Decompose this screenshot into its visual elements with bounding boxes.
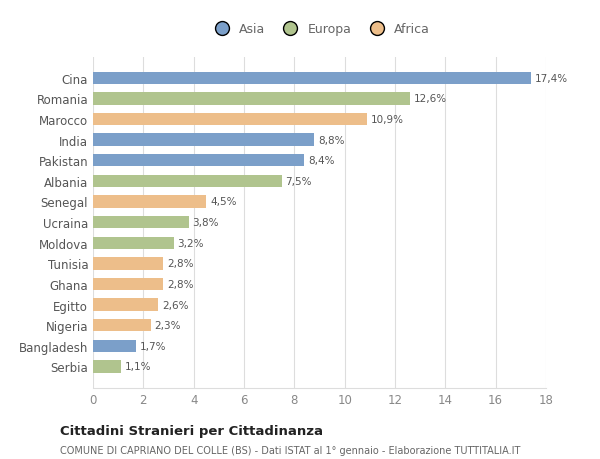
- Text: 1,7%: 1,7%: [140, 341, 166, 351]
- Bar: [93, 196, 206, 208]
- Bar: [93, 155, 304, 167]
- Bar: [93, 113, 367, 126]
- Text: 1,1%: 1,1%: [124, 362, 151, 372]
- Bar: [93, 175, 282, 188]
- Text: 2,8%: 2,8%: [167, 259, 194, 269]
- Legend: Asia, Europa, Africa: Asia, Europa, Africa: [206, 21, 433, 39]
- Text: 8,8%: 8,8%: [318, 135, 345, 146]
- Bar: [93, 93, 410, 105]
- Bar: [93, 257, 163, 270]
- Text: 10,9%: 10,9%: [371, 115, 404, 125]
- Text: 4,5%: 4,5%: [210, 197, 236, 207]
- Text: 3,8%: 3,8%: [193, 218, 219, 228]
- Bar: [93, 340, 136, 352]
- Bar: [93, 73, 531, 85]
- Bar: [93, 134, 314, 146]
- Text: 2,3%: 2,3%: [155, 320, 181, 330]
- Bar: [93, 319, 151, 332]
- Bar: [93, 217, 188, 229]
- Bar: [93, 299, 158, 311]
- Text: 12,6%: 12,6%: [414, 94, 447, 104]
- Text: 3,2%: 3,2%: [178, 238, 204, 248]
- Text: 2,8%: 2,8%: [167, 280, 194, 289]
- Text: Cittadini Stranieri per Cittadinanza: Cittadini Stranieri per Cittadinanza: [60, 425, 323, 437]
- Text: COMUNE DI CAPRIANO DEL COLLE (BS) - Dati ISTAT al 1° gennaio - Elaborazione TUTT: COMUNE DI CAPRIANO DEL COLLE (BS) - Dati…: [60, 445, 520, 455]
- Bar: [93, 360, 121, 373]
- Text: 7,5%: 7,5%: [286, 176, 312, 186]
- Bar: [93, 237, 173, 249]
- Bar: [93, 278, 163, 291]
- Text: 8,4%: 8,4%: [308, 156, 335, 166]
- Text: 2,6%: 2,6%: [162, 300, 189, 310]
- Text: 17,4%: 17,4%: [535, 73, 568, 84]
